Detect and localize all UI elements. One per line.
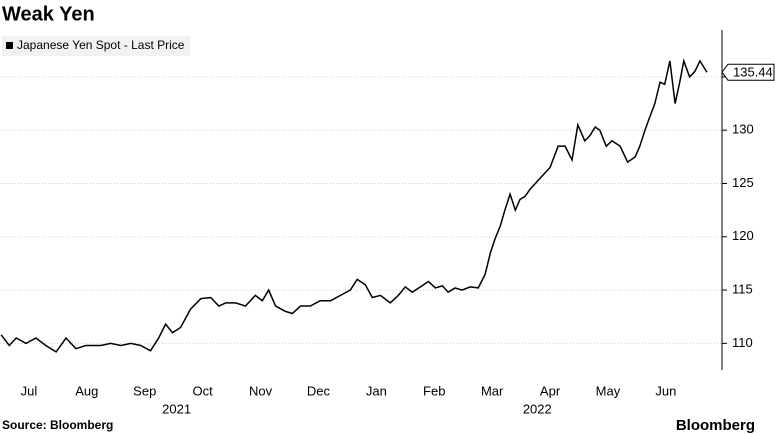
x-tick-label: Sep	[133, 383, 156, 398]
chart-title: Weak Yen	[2, 3, 95, 25]
legend-label: Japanese Yen Spot - Last Price	[17, 38, 185, 52]
x-tick-label: Jun	[655, 383, 676, 398]
brand: Bloomberg	[676, 417, 755, 434]
plot-background	[0, 30, 722, 370]
x-tick-label: Dec	[307, 383, 331, 398]
x-tick-label: Oct	[193, 383, 214, 398]
y-tick-label: 130	[732, 122, 754, 137]
y-tick-label: 120	[732, 228, 754, 243]
last-value-label: 135.44	[733, 65, 773, 80]
year-label: 2022	[523, 401, 552, 416]
x-tick-label: May	[596, 383, 621, 398]
legend-background	[2, 36, 190, 56]
x-tick-label: Aug	[75, 383, 98, 398]
x-tick-label: Apr	[540, 383, 561, 398]
x-tick-label: Feb	[423, 383, 445, 398]
last-value-pointer	[721, 63, 775, 81]
source: Source: Bloomberg	[2, 418, 113, 432]
x-tick-label: Jan	[366, 383, 387, 398]
legend-swatch	[6, 42, 13, 49]
y-tick-label: 125	[732, 175, 754, 190]
y-tick-label: 110	[732, 335, 753, 350]
year-label: 2021	[162, 401, 191, 416]
line-series	[0, 58, 708, 353]
x-tick-label: Jul	[21, 383, 38, 398]
y-tick-label: 115	[732, 282, 753, 297]
x-tick-label: Nov	[249, 383, 273, 398]
x-tick-label: Mar	[481, 383, 504, 398]
